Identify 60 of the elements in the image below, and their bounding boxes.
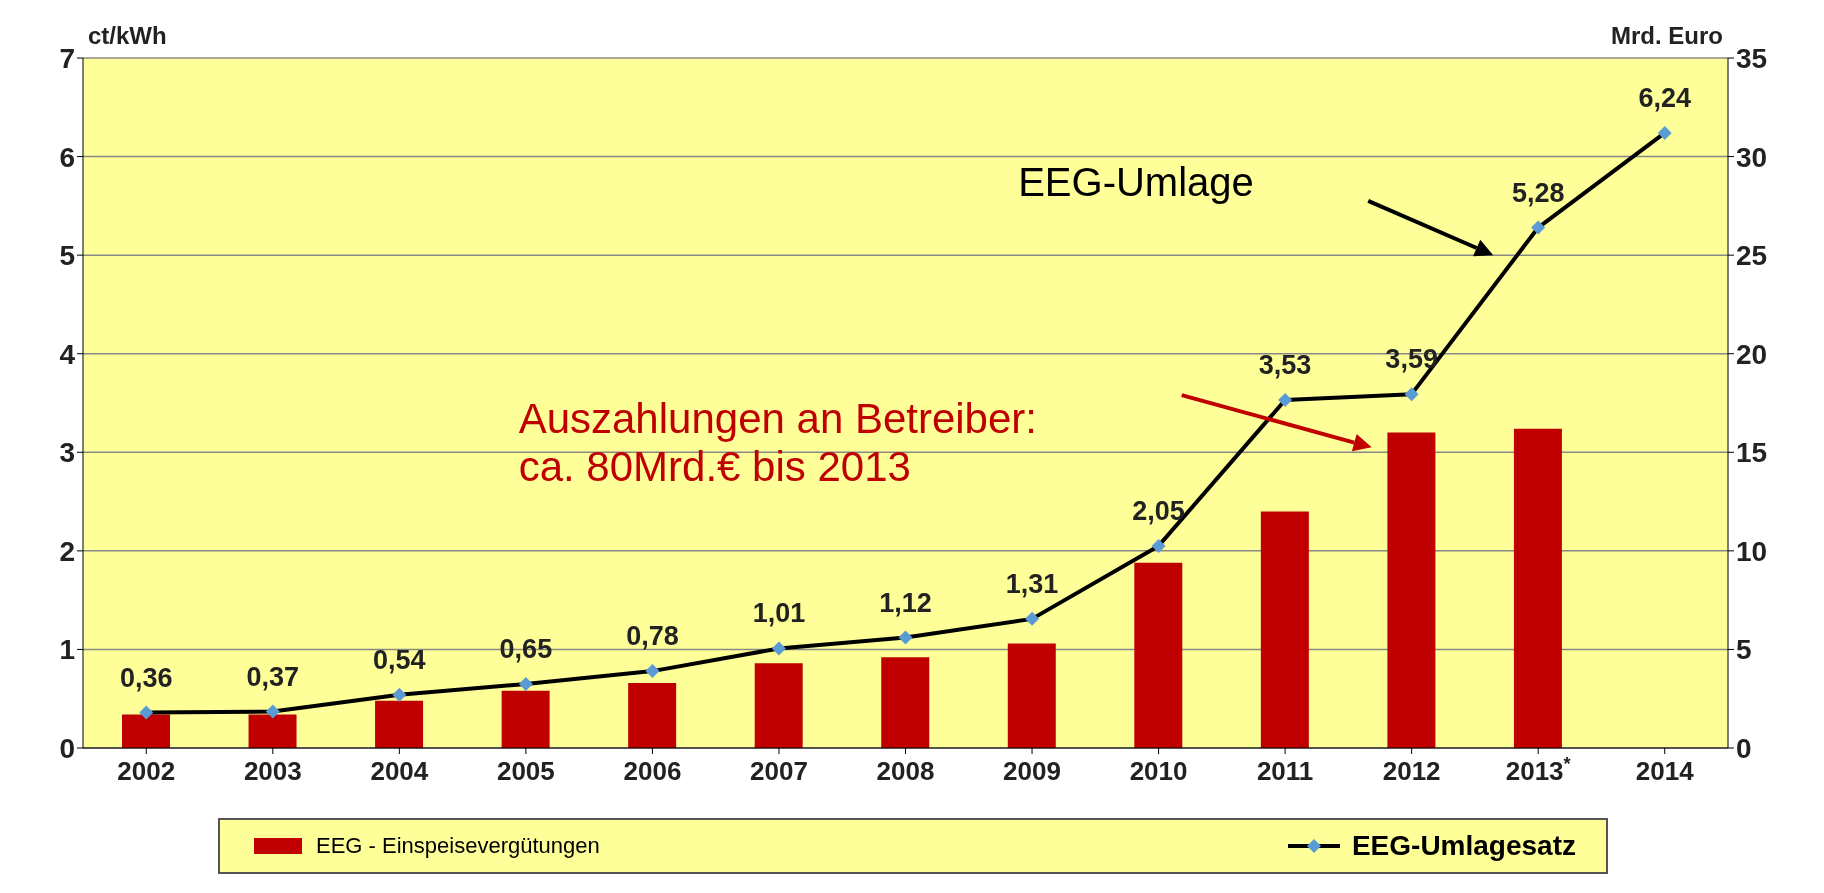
data-label: 0,54	[373, 644, 426, 675]
data-label: 2,05	[1132, 495, 1185, 526]
y2-tick-label: 30	[1736, 141, 1768, 173]
y-tick-label: 2	[59, 535, 75, 567]
bar	[754, 663, 803, 748]
x-tick-label: 2013$^{*}$	[1505, 754, 1572, 786]
bar	[1260, 511, 1309, 748]
bar	[375, 700, 424, 748]
x-tick-label: 2014	[1635, 756, 1695, 786]
bar	[501, 690, 550, 748]
bar	[881, 657, 930, 748]
data-label: 0,65	[499, 633, 553, 664]
x-tick-label: 2005	[496, 756, 555, 786]
data-label: 0,37	[246, 661, 300, 692]
y-axis-title: ct/kWh	[88, 22, 167, 49]
annotation: EEG-Umlage	[1018, 160, 1254, 204]
annotation: Auszahlungen an Betreiber: ca. 80Mrd.€ bis 2013	[518, 394, 1038, 490]
y-tick-label: 0	[59, 732, 75, 764]
y-tick-label: 6	[59, 141, 75, 173]
y2-tick-label: 10	[1736, 535, 1768, 567]
x-tick-label: 2007	[750, 756, 808, 786]
y-tick-label: 1	[59, 634, 75, 666]
x-tick-label: 2012	[1382, 756, 1441, 786]
bar	[1513, 428, 1562, 748]
bar	[1134, 562, 1183, 748]
x-tick-label: 2004	[370, 756, 429, 786]
y2-axis-title: Mrd. Euro	[1611, 22, 1723, 49]
y-tick-label: 4	[59, 338, 76, 370]
data-label: 1,12	[879, 587, 932, 618]
y2-tick-label: 5	[1736, 634, 1752, 666]
data-label: 1,31	[1005, 568, 1059, 599]
x-tick-label: 2003	[243, 756, 302, 786]
y-tick-label: 7	[59, 42, 75, 74]
legend-label: EEG - Einspeisevergütungen	[316, 833, 600, 859]
x-tick-label: 2010	[1129, 756, 1188, 786]
y2-tick-label: 20	[1736, 338, 1768, 370]
y-tick-label: 5	[59, 240, 75, 272]
x-tick-label: 2002	[117, 756, 176, 786]
data-label: 3,53	[1258, 350, 1312, 381]
x-tick-label: 2011	[1256, 756, 1314, 786]
x-tick-label: 2008	[876, 756, 935, 786]
data-label: 0,36	[119, 662, 173, 693]
y2-tick-label: 0	[1736, 732, 1752, 764]
y2-tick-label: 35	[1736, 42, 1768, 74]
x-tick-label: 2006	[623, 756, 682, 786]
data-label: 6,24	[1638, 82, 1692, 113]
bar	[1007, 643, 1056, 748]
y2-tick-label: 15	[1736, 437, 1768, 469]
data-label: 3,59	[1385, 344, 1438, 375]
data-label: 0,78	[626, 621, 679, 652]
legend-label: EEG-Umlagesatz	[1351, 830, 1576, 862]
bar	[628, 682, 677, 748]
y2-tick-label: 25	[1736, 240, 1768, 272]
data-label: 5,28	[1511, 177, 1565, 208]
bar	[1387, 432, 1436, 748]
x-tick-label: 2009	[1003, 756, 1061, 786]
data-label: 1,01	[752, 598, 806, 629]
y-tick-label: 3	[59, 437, 75, 469]
bar	[122, 714, 170, 748]
bar	[248, 714, 297, 748]
